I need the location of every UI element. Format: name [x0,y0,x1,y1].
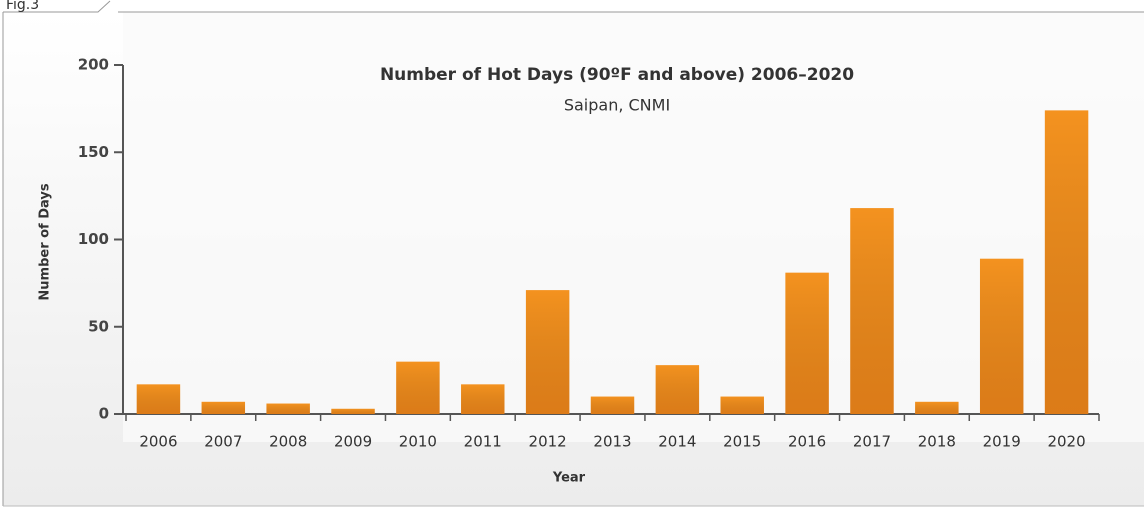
x-tick-label: 2019 [983,433,1021,451]
x-tick-label: 2008 [269,433,307,451]
y-tick-label: 200 [78,56,109,74]
x-tick-label: 2010 [399,433,437,451]
bar-shade [136,384,181,414]
x-tick-label: 2017 [853,433,891,451]
x-tick-label: 2011 [464,433,502,451]
bar-shade [266,403,310,414]
y-tick-label: 0 [99,405,109,423]
figure-label: Fig.3 [6,0,39,13]
x-axis-label: Year [552,471,586,486]
y-tick-label: 100 [78,230,109,248]
bar-shade [331,408,375,414]
x-tick-label: 2013 [593,433,631,451]
chart-title: Number of Hot Days (90ºF and above) 2006… [380,65,854,85]
x-tick-label: 2014 [658,433,696,451]
bar-shade [201,401,246,414]
bar-shade [850,208,894,414]
x-tick-label: 2015 [723,433,761,451]
bar-shade [915,401,959,414]
x-tick-label: 2012 [529,433,567,451]
bar-shade [785,272,829,414]
bar-shade [1044,110,1089,415]
bar-shade [590,396,635,414]
x-tick-label: 2006 [139,433,177,451]
bar-shade [655,365,700,414]
x-tick-label: 2009 [334,433,372,451]
y-tick-label: 50 [88,317,109,335]
x-tick-label: 2016 [788,433,826,451]
x-tick-label: 2007 [204,433,242,451]
plot-area [123,12,1144,442]
bar-shade [525,290,570,414]
chart-subtitle: Saipan, CNMI [564,96,670,115]
bar-shade [720,396,764,414]
bar-shade [979,258,1024,414]
bar-shade [396,361,440,414]
x-tick-label: 2020 [1047,433,1085,451]
y-axis-label: Number of Days [38,183,53,300]
x-tick-label: 2018 [918,433,956,451]
y-tick-label: 150 [78,143,109,161]
bar-shade [461,384,505,414]
